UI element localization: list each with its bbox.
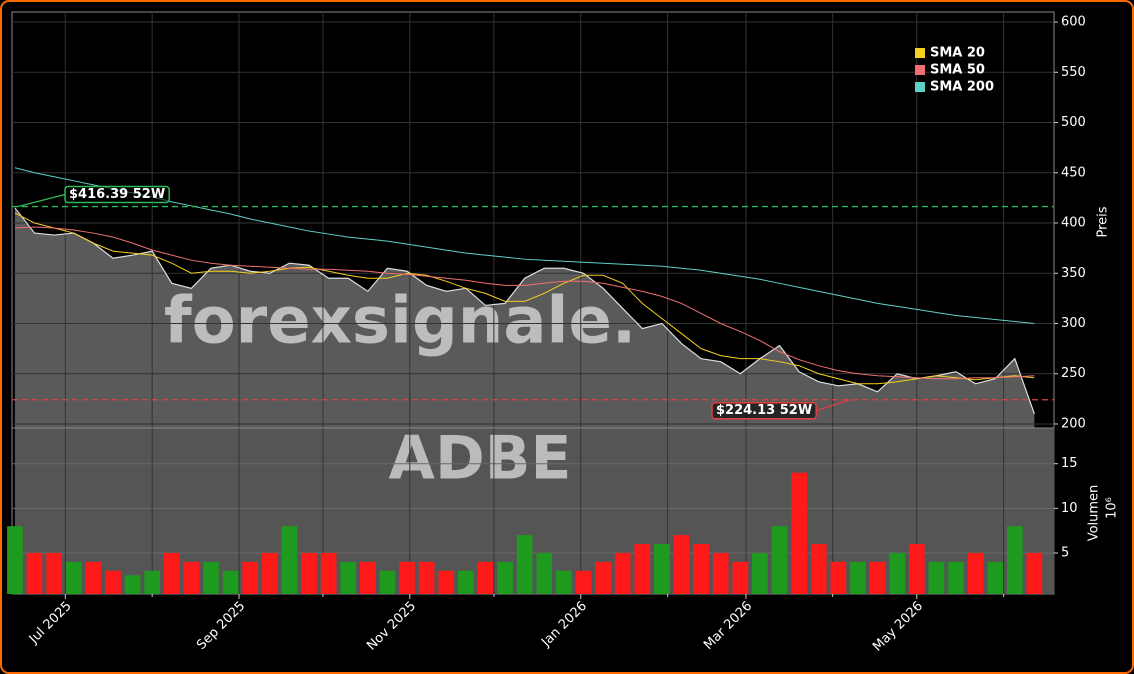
volume-bar xyxy=(477,561,494,594)
y-tick-label: 200 xyxy=(1061,416,1086,431)
volume-bar xyxy=(614,552,631,594)
y-tick-label: 600 xyxy=(1061,15,1086,30)
volume-bar xyxy=(379,570,396,594)
y-tick-label: 5 xyxy=(1061,545,1069,560)
sma-line xyxy=(14,212,1035,385)
volume-bar xyxy=(399,561,415,594)
reference-label: $416.39 52W xyxy=(17,185,170,208)
volume-bar xyxy=(889,552,906,594)
volume-bar xyxy=(242,561,259,594)
legend-label: SMA 20 xyxy=(930,46,985,61)
y-tick-label: 400 xyxy=(1061,216,1086,231)
volume-bar xyxy=(673,535,690,594)
volume-bar xyxy=(222,570,239,594)
y-tick-label: 500 xyxy=(1061,115,1086,130)
volume-bar xyxy=(693,544,709,594)
volume-bar xyxy=(654,544,670,594)
volume-bar xyxy=(65,561,82,594)
volume-bar xyxy=(340,561,357,594)
volume-bar xyxy=(810,544,827,594)
reference-label: $224.13 52W xyxy=(711,399,851,420)
volume-bar xyxy=(948,561,964,594)
legend-label: SMA 200 xyxy=(930,80,994,95)
volume-bar xyxy=(712,552,729,594)
volume-bar xyxy=(987,561,1004,594)
volume-bar xyxy=(732,561,749,594)
volume-bar xyxy=(438,570,455,594)
price-area xyxy=(14,207,1035,428)
volume-bar xyxy=(869,561,886,594)
y-tick-label: 15 xyxy=(1061,456,1078,471)
volume-bar xyxy=(124,575,141,594)
legend-label: SMA 50 xyxy=(930,63,985,78)
sma-line xyxy=(14,167,1035,324)
y-axis-label: Volumen xyxy=(1087,485,1102,542)
volume-bar xyxy=(850,561,866,594)
legend-swatch xyxy=(915,48,925,58)
volume-bar xyxy=(595,561,611,594)
volume-bar xyxy=(497,561,513,594)
y-tick-label: 300 xyxy=(1061,316,1086,331)
volume-bar xyxy=(163,552,180,594)
y-tick-label: 250 xyxy=(1061,366,1086,381)
watermark: ADBE xyxy=(389,424,572,494)
volume-bar xyxy=(556,570,572,594)
volume-bar xyxy=(1026,552,1043,594)
volume-bar xyxy=(928,561,945,594)
volume-bar xyxy=(183,561,200,594)
volume-bar xyxy=(203,561,219,594)
reference-arrow xyxy=(815,399,851,412)
y-axis-label: Preis xyxy=(1096,206,1111,237)
sma-line xyxy=(14,226,1035,380)
y-axis-offset: 10⁶ xyxy=(1105,497,1120,519)
volume-bar xyxy=(458,570,474,594)
volume-bar xyxy=(967,552,984,594)
volume-bar xyxy=(536,552,553,594)
legend-swatch xyxy=(915,65,925,75)
volume-bar xyxy=(281,526,298,594)
watermark: forexsignale. xyxy=(164,285,636,359)
reference-label-text: $416.39 52W xyxy=(69,187,165,202)
volume-bar xyxy=(575,570,592,594)
volume-bar xyxy=(908,544,925,594)
y-tick-label: 550 xyxy=(1061,65,1086,80)
legend-swatch xyxy=(915,82,925,92)
volume-bar xyxy=(516,535,533,594)
y-tick-label: 450 xyxy=(1061,165,1086,180)
volume-bar xyxy=(752,552,768,594)
volume-bar xyxy=(261,552,278,594)
volume-bar xyxy=(418,561,435,594)
volume-bar xyxy=(46,552,62,594)
volume-bar xyxy=(85,561,102,594)
volume-bar xyxy=(771,526,788,594)
volume-bar xyxy=(144,570,161,594)
reference-arrow xyxy=(17,193,66,208)
volume-bar xyxy=(1006,526,1023,594)
volume-bar xyxy=(26,552,43,594)
reference-label-text: $224.13 52W xyxy=(716,403,812,418)
volume-bar xyxy=(359,561,376,594)
volume-bar xyxy=(105,570,121,594)
volume-bar xyxy=(301,552,317,594)
volume-bar xyxy=(320,552,337,594)
price-line xyxy=(14,207,1035,415)
volume-bar xyxy=(830,561,847,594)
volume-bar xyxy=(7,526,23,594)
y-tick-label: 10 xyxy=(1061,501,1078,516)
volume-bar xyxy=(791,472,807,594)
y-tick-label: 350 xyxy=(1061,266,1086,281)
volume-bar xyxy=(634,544,651,594)
